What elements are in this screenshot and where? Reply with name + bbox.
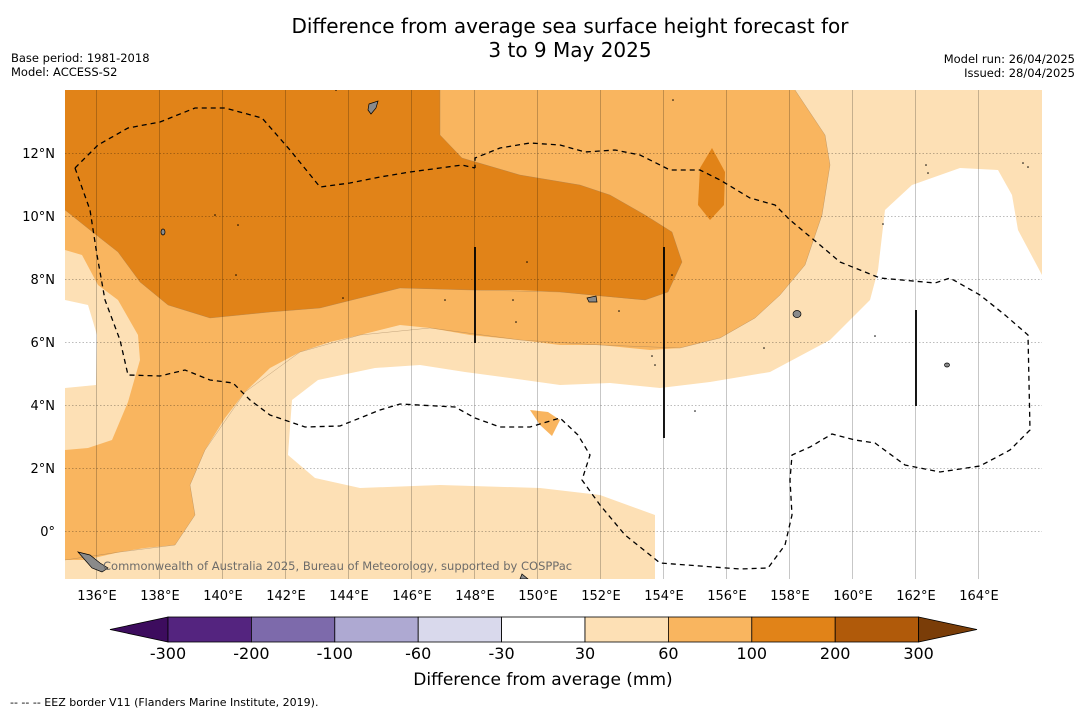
lon-label: 164°E: [959, 589, 999, 604]
colorbar-segment: [417, 616, 503, 643]
colorbar-tick: 300: [903, 644, 934, 663]
copyright-text: Commonwealth of Australia 2025, Bureau o…: [103, 559, 572, 573]
map-title: Difference from average sea surface heig…: [0, 14, 1085, 62]
colorbar-segment: [250, 616, 336, 643]
island-chuuk: [586, 295, 598, 303]
anomaly-30-60-inlet: [65, 250, 140, 450]
title-line-1: Difference from average sea surface heig…: [291, 14, 849, 38]
lon-label: 146°E: [392, 589, 432, 604]
title-line-2: 3 to 9 May 2025: [488, 38, 652, 62]
model-run-label: Model run: 26/04/2025: [943, 52, 1075, 66]
lon-label: 160°E: [833, 589, 873, 604]
lon-label: 148°E: [455, 589, 495, 604]
colorbar-segment: [834, 616, 920, 643]
model-info: Base period: 1981-2018 Model: ACCESS-S2: [11, 51, 150, 79]
eez-borders: [74, 107, 1031, 570]
colorbar-tick: 30: [575, 644, 595, 663]
lat-label: 10°N: [22, 210, 55, 225]
lat-label: 8°N: [31, 273, 56, 288]
lat-label: 0°: [40, 525, 55, 540]
lon-label: 140°E: [203, 589, 243, 604]
island-pohnpei: [792, 310, 802, 318]
colorbar-segment: [167, 616, 252, 643]
lat-label: 6°N: [31, 336, 56, 351]
colorbar-tick: -30: [489, 644, 515, 663]
colorbar: -300 -200 -100 -60 -30 30 60 100 200 300…: [109, 616, 978, 690]
latitude-labels: 12°N 10°N 8°N 6°N 4°N 2°N 0°: [22, 147, 55, 540]
colorbar-segment: [334, 616, 419, 643]
colorbar-segment: [584, 616, 669, 643]
lon-label: 162°E: [896, 589, 936, 604]
lon-label: 150°E: [518, 589, 558, 604]
lat-label: 4°N: [31, 399, 56, 414]
colorbar-tick: -100: [317, 644, 353, 663]
colorbar-segment: [668, 616, 753, 643]
base-period-label: Base period: 1981-2018: [11, 51, 150, 65]
island-north: [367, 100, 379, 115]
island-new-guinea-coast: [77, 551, 109, 573]
colorbar-tick: 60: [658, 644, 678, 663]
longitude-labels: 136°E 138°E 140°E 142°E 144°E 146°E 148°…: [77, 589, 999, 604]
lon-label: 136°E: [77, 589, 117, 604]
map-area: Commonwealth of Australia 2025, Bureau o…: [65, 90, 1042, 579]
colorbar-tick: -300: [150, 644, 186, 663]
colorbar-extend-high: [918, 616, 978, 643]
near-zero-region-east: [288, 168, 1042, 579]
lat-label: 2°N: [31, 462, 56, 477]
colorbar-tick: -200: [233, 644, 269, 663]
colorbar-tick: -60: [405, 644, 431, 663]
contour-edges: [65, 90, 831, 561]
island-small-west: [160, 228, 166, 236]
colorbar-tick: 100: [737, 644, 768, 663]
colorbar-extend-low: [109, 616, 169, 643]
anomaly-100-200-region: [65, 90, 682, 318]
lon-label: 138°E: [140, 589, 180, 604]
lon-label: 158°E: [770, 589, 810, 604]
colorbar-tick-labels: -300 -200 -100 -60 -30 30 60 100 200 300: [150, 644, 934, 663]
colorbar-segment: [751, 616, 836, 643]
island-south: [519, 573, 529, 579]
colorbar-tick: 200: [820, 644, 851, 663]
lon-label: 152°E: [581, 589, 621, 604]
eez-footnote: -- -- -- EEZ border V11 (Flanders Marine…: [10, 696, 319, 709]
lat-label: 12°N: [22, 147, 55, 162]
lon-label: 154°E: [644, 589, 684, 604]
island-kosrae: [944, 362, 950, 368]
atolls: [214, 90, 1029, 412]
lon-label: 142°E: [266, 589, 306, 604]
run-info: Model run: 26/04/2025 Issued: 28/04/2025: [944, 52, 1075, 80]
lon-label: 156°E: [707, 589, 747, 604]
lon-label: 144°E: [329, 589, 369, 604]
boundary-segments: [474, 247, 917, 438]
islands: [77, 100, 950, 579]
issued-label: Issued: 28/04/2025: [964, 66, 1075, 80]
anomaly-100-200-patch: [698, 148, 725, 220]
colorbar-segment: [501, 616, 586, 643]
colorbar-title: Difference from average (mm): [413, 670, 672, 690]
model-label: Model: ACCESS-S2: [11, 65, 118, 79]
near-zero-inlet: [65, 300, 97, 388]
